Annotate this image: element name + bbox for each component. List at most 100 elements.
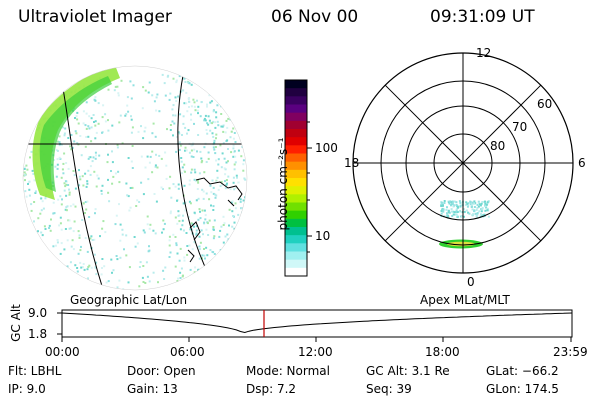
- colorbar-cell: [285, 227, 307, 236]
- speckle-dot: [52, 212, 55, 215]
- speckle-dot: [146, 155, 149, 158]
- speckle-dot: [181, 219, 184, 222]
- speckle-dot: [479, 215, 482, 218]
- speckle-dot: [440, 201, 443, 204]
- speckle-dot: [115, 214, 118, 217]
- speckle-dot: [68, 188, 70, 191]
- speckle-dot: [456, 211, 459, 213]
- speckle-dot: [208, 198, 211, 201]
- speckle-dot: [231, 200, 234, 203]
- speckle-dot: [95, 261, 98, 264]
- speckle-dot: [104, 113, 107, 116]
- speckle-dot: [208, 219, 211, 222]
- speckle-dot: [481, 201, 484, 203]
- colorbar-cell: [285, 80, 307, 89]
- speckle-dot: [465, 201, 468, 204]
- speckle-dot: [31, 169, 34, 172]
- speckle-dot: [74, 117, 76, 119]
- speckle-dot: [64, 208, 67, 211]
- speckle-dot: [188, 97, 191, 99]
- speckle-dot: [184, 146, 187, 149]
- speckle-dot: [176, 136, 179, 138]
- speckle-dot: [164, 266, 167, 269]
- speckle-dot: [117, 94, 120, 97]
- speckle-dot: [206, 254, 209, 257]
- speckle-dot: [84, 201, 87, 203]
- speckle-dot: [204, 119, 207, 122]
- speckle-dot: [181, 166, 184, 169]
- speckle-dot: [220, 113, 223, 115]
- speckle-dot: [112, 269, 115, 272]
- speckle-dot: [72, 230, 75, 233]
- speckle-dot: [59, 216, 62, 219]
- speckle-dot: [90, 117, 93, 120]
- speckle-dot: [90, 140, 93, 143]
- speckle-dot: [173, 283, 176, 285]
- speckle-dot: [185, 102, 188, 105]
- speckle-dot: [64, 228, 67, 230]
- speckle-dot: [234, 155, 237, 158]
- speckle-dot: [41, 234, 44, 237]
- mlat-label-70: 70: [512, 120, 528, 134]
- coastline: [187, 177, 243, 263]
- speckle-dot: [175, 100, 178, 102]
- speckle-dot: [90, 126, 93, 129]
- speckle-dot: [100, 273, 103, 276]
- speckle-dot: [209, 184, 212, 187]
- speckle-dot: [171, 120, 174, 123]
- speckle-dot: [142, 193, 145, 196]
- speckle-dot: [117, 92, 120, 95]
- speckle-dot: [452, 213, 455, 216]
- speckle-dot: [233, 227, 236, 230]
- speckle-dot: [232, 155, 235, 158]
- speckle-dot: [99, 235, 101, 238]
- longitude-line: [177, 69, 213, 283]
- speckle-dot: [194, 180, 197, 183]
- speckle-dot: [202, 233, 204, 236]
- speckle-dot: [147, 178, 150, 181]
- speckle-dot: [239, 200, 242, 203]
- speckle-dot: [236, 176, 238, 179]
- speckle-dot: [56, 239, 59, 241]
- speckle-dot: [242, 163, 245, 166]
- speckle-dot: [63, 134, 66, 137]
- speckle-dot: [203, 171, 206, 174]
- speckle-dot: [184, 149, 186, 152]
- speckle-dot: [222, 142, 225, 145]
- speckle-dot: [141, 276, 144, 279]
- speckle-dot: [233, 132, 236, 134]
- speckle-dot: [58, 224, 61, 227]
- speckle-dot: [234, 141, 237, 143]
- speckle-dot: [93, 238, 96, 241]
- speckle-dot: [60, 176, 63, 179]
- speckle-dot: [487, 215, 490, 218]
- speckle-dot: [62, 126, 64, 129]
- speckle-dot: [32, 172, 35, 175]
- speckle-dot: [197, 269, 200, 272]
- speckle-dot: [183, 77, 186, 80]
- speckle-dot: [118, 181, 121, 184]
- speckle-dot: [182, 122, 185, 125]
- speckle-dot: [40, 231, 43, 234]
- speckle-dot: [39, 212, 42, 215]
- speckle-dot: [180, 144, 182, 147]
- speckle-dot: [221, 125, 224, 128]
- speckle-dot: [93, 253, 96, 256]
- speckle-dot: [189, 228, 192, 231]
- speckle-dot: [463, 210, 466, 213]
- speckle-dot: [455, 208, 458, 211]
- speckle-dot: [91, 239, 94, 241]
- speckle-dot: [451, 201, 454, 204]
- speckle-dot: [232, 137, 235, 140]
- speckle-dot: [234, 187, 237, 189]
- speckle-dot: [240, 207, 243, 209]
- speckle-dot: [182, 274, 184, 277]
- speckle-dot: [179, 277, 182, 279]
- speckle-dot: [86, 180, 89, 183]
- mlt-label-12: 12: [476, 46, 492, 60]
- speckle-dot: [193, 101, 196, 104]
- speckle-dot: [230, 151, 233, 154]
- speckle-dot: [177, 131, 180, 134]
- speckle-dot: [200, 161, 203, 164]
- speckle-dot: [127, 195, 130, 198]
